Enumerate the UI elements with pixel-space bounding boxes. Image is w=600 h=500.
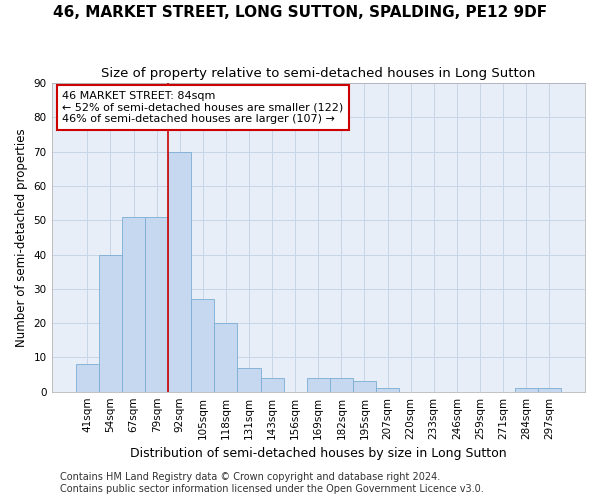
Text: Contains HM Land Registry data © Crown copyright and database right 2024.
Contai: Contains HM Land Registry data © Crown c… <box>60 472 484 494</box>
Bar <box>538 388 561 392</box>
Title: Size of property relative to semi-detached houses in Long Sutton: Size of property relative to semi-detach… <box>101 68 535 80</box>
Bar <box>168 152 191 392</box>
Bar <box>214 323 238 392</box>
Bar <box>330 378 353 392</box>
Bar <box>307 378 330 392</box>
Bar <box>145 217 168 392</box>
Bar <box>122 217 145 392</box>
Bar <box>376 388 399 392</box>
X-axis label: Distribution of semi-detached houses by size in Long Sutton: Distribution of semi-detached houses by … <box>130 447 506 460</box>
Bar <box>238 368 260 392</box>
Bar <box>99 254 122 392</box>
Bar <box>353 382 376 392</box>
Bar <box>260 378 284 392</box>
Bar <box>515 388 538 392</box>
Y-axis label: Number of semi-detached properties: Number of semi-detached properties <box>15 128 28 346</box>
Bar <box>76 364 99 392</box>
Text: 46, MARKET STREET, LONG SUTTON, SPALDING, PE12 9DF: 46, MARKET STREET, LONG SUTTON, SPALDING… <box>53 5 547 20</box>
Bar <box>191 299 214 392</box>
Text: 46 MARKET STREET: 84sqm
← 52% of semi-detached houses are smaller (122)
46% of s: 46 MARKET STREET: 84sqm ← 52% of semi-de… <box>62 91 343 124</box>
